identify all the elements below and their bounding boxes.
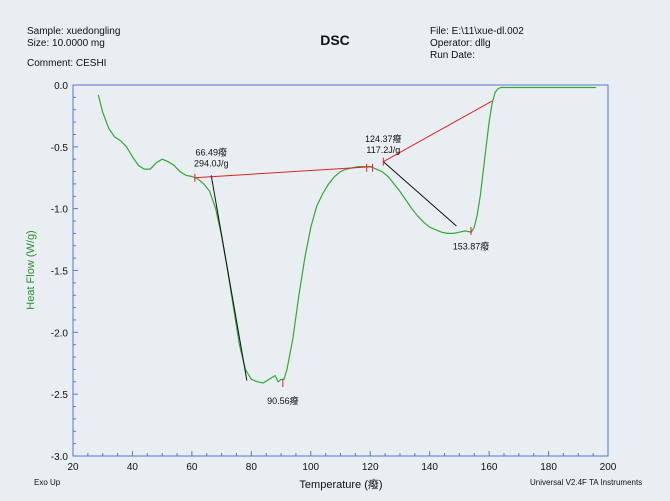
x-axis-label: Temperature (癈): [299, 477, 382, 491]
chart-title: DSC: [320, 32, 350, 48]
x-tick-label: 180: [540, 462, 557, 473]
x-tick-label: 60: [186, 462, 198, 473]
x-tick-label: 20: [67, 462, 79, 473]
x-tick-label: 160: [481, 462, 498, 473]
operator-label: Operator: dllg: [430, 38, 491, 49]
y-tick-label: 0.0: [54, 81, 68, 92]
heat-flow-curve: [97, 86, 597, 384]
y-tick-label: -3.0: [51, 452, 69, 463]
y-tick-label: -2.5: [51, 390, 69, 401]
x-tick-label: 40: [127, 462, 139, 473]
comment-label: Comment: CESHI: [27, 58, 107, 69]
y-axis-label: Heat Flow (W/g): [25, 230, 37, 309]
x-tick-label: 100: [302, 462, 319, 473]
y-tick-label: -2.0: [51, 328, 69, 339]
annotation-peak-1: 90.56癈: [267, 395, 299, 406]
x-tick-label: 80: [246, 462, 258, 473]
file-label: File: E:\11\xue-dl.002: [430, 26, 524, 37]
annotation-onset-1-enthalpy: 294.0J/g: [194, 159, 229, 169]
integration-baseline: [383, 100, 493, 163]
plot-frame: [72, 84, 609, 457]
annotation-peak-2: 153.87癈: [453, 240, 490, 251]
run-date-label: Run Date:: [430, 50, 476, 61]
onset-tangent-line: [382, 161, 457, 227]
annotation-onset-2-temp: 124.37癈: [365, 133, 402, 144]
sample-label: Sample: xuedongling: [27, 26, 121, 37]
x-tick-label: 200: [600, 462, 617, 473]
exo-up-label: Exo Up: [34, 478, 61, 487]
x-tick-label: 140: [421, 462, 438, 473]
y-tick-label: -1.5: [51, 267, 69, 278]
annotation-onset-2-enthalpy: 117.2J/g: [366, 145, 400, 155]
size-label: Size: 10.0000 mg: [27, 38, 105, 49]
onset-tangent-line: [210, 175, 248, 381]
y-tick-label: -1.0: [51, 205, 69, 216]
instrument-label: Universal V2.4F TA Instruments: [530, 478, 643, 487]
x-tick-label: 120: [362, 462, 379, 473]
annotation-onset-1-temp: 66.49癈: [195, 146, 227, 157]
integration-baseline: [194, 166, 374, 179]
y-tick-label: -0.5: [51, 143, 69, 154]
